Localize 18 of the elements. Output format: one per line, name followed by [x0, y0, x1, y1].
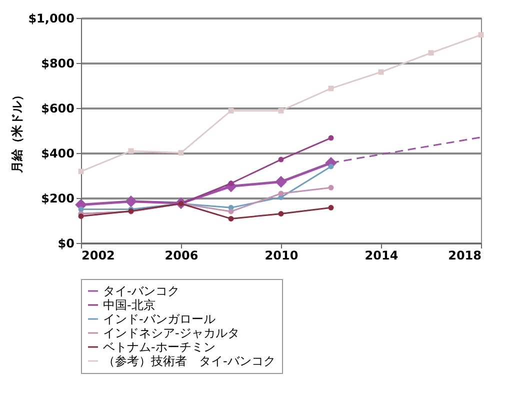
- x-tick-label: 2014: [364, 248, 398, 262]
- y-tick-label: $1,000: [28, 12, 74, 26]
- y-tick-label: $0: [58, 236, 74, 250]
- y-tick-label: $800: [41, 56, 74, 70]
- x-tick-label: 2006: [164, 248, 198, 262]
- legend-label: インドネシア-ジャカルタ: [103, 326, 240, 340]
- x-tick-label: 2018: [448, 248, 482, 262]
- x-tick-label: 2010: [264, 248, 298, 262]
- y-tick-label: $200: [41, 192, 74, 206]
- legend-label: 中国-北京: [103, 298, 156, 312]
- legend-label: ベトナム-ホーチミン: [103, 340, 216, 354]
- y-tick-label: $600: [41, 102, 74, 116]
- legend-label: （参考）技術者 タイ-バンコク: [103, 354, 276, 368]
- legend-label: タイ-バンコク: [103, 284, 180, 298]
- x-tick-label: 2002: [82, 248, 115, 262]
- y-axis-title: 月給（米ドル）: [10, 89, 24, 174]
- legend-label: インド-バンガロール: [103, 312, 216, 326]
- y-tick-label: $400: [41, 146, 74, 160]
